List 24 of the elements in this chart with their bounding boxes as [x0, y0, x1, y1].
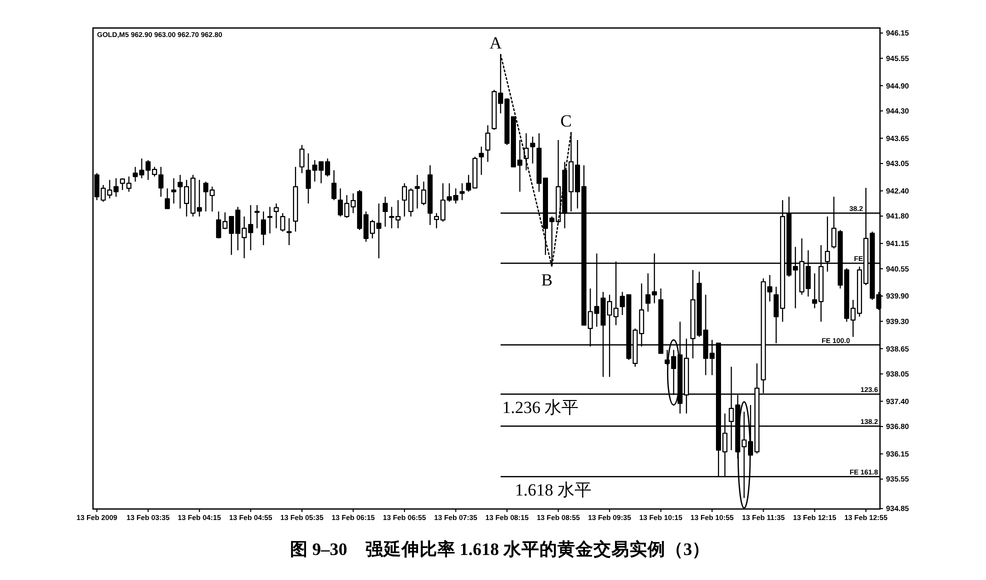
candlestick — [524, 132, 529, 171]
candlestick — [164, 188, 170, 210]
annotation: 1.236 水平 — [502, 398, 579, 418]
candlestick — [530, 136, 536, 164]
candlestick — [260, 210, 266, 246]
candlestick — [254, 204, 260, 229]
candlestick — [382, 196, 388, 228]
candlestick — [299, 144, 304, 174]
annotation: A — [489, 34, 502, 53]
annotation: C — [560, 111, 572, 130]
annotation: 1.618 水平 — [515, 480, 592, 500]
candlestick — [460, 182, 465, 201]
text: 图 9–30 强延伸比率 1.618 水平的黄金交易实例（3） — [290, 539, 710, 559]
candlestick — [286, 218, 292, 246]
candlestick — [478, 146, 484, 176]
candlestick — [292, 166, 298, 232]
candlestick — [171, 178, 176, 204]
annotation: B — [541, 270, 553, 290]
candlestick — [414, 174, 420, 210]
candlestick — [331, 170, 337, 201]
candlestick — [267, 206, 272, 234]
candlestick — [280, 212, 286, 232]
candlestick — [274, 202, 279, 229]
candlestick — [485, 124, 490, 162]
